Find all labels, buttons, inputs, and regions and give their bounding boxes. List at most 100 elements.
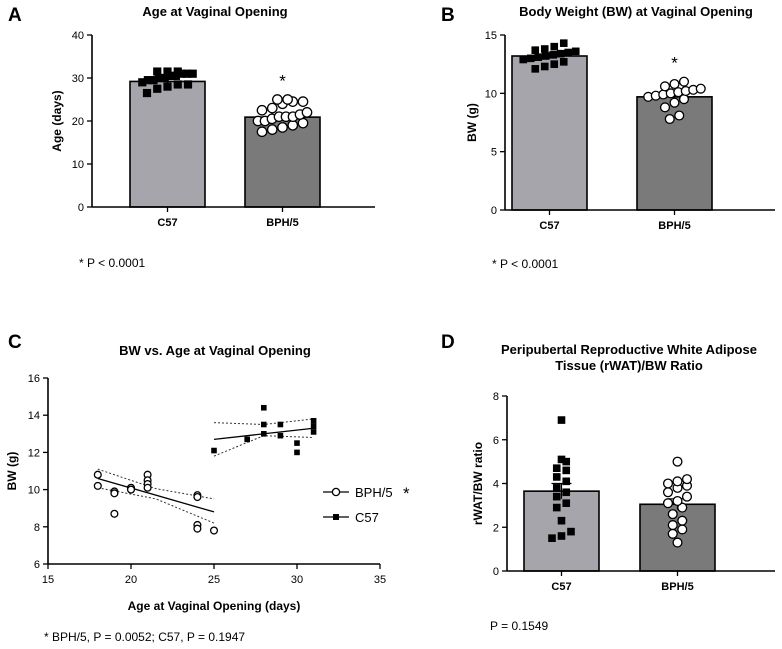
bar-c57 — [129, 80, 206, 208]
data-point-square — [552, 464, 561, 472]
data-point-circle — [297, 96, 309, 108]
significance-asterisk: * — [671, 54, 678, 73]
significance-asterisk: * — [279, 72, 286, 91]
x-tick-label: BPH/5 — [266, 217, 298, 229]
data-point-square — [261, 421, 267, 428]
data-point-square — [183, 80, 193, 89]
data-point-circle — [662, 487, 674, 498]
y-axis-label: BW (g) — [465, 103, 479, 142]
data-point-circle — [677, 515, 688, 526]
x-tick-label: BPH/5 — [658, 220, 690, 232]
data-point-circle — [659, 102, 671, 113]
y-tick-label: 40 — [72, 30, 84, 42]
data-point-circle — [695, 83, 706, 94]
data-point-square — [519, 55, 528, 64]
data-point-circle — [667, 520, 678, 531]
data-point-circle — [667, 528, 678, 539]
data-point-square — [163, 82, 172, 91]
data-point-square — [550, 60, 559, 68]
data-point-square — [531, 65, 540, 73]
data-point-square — [310, 423, 317, 430]
data-point-circle — [256, 104, 268, 116]
data-point-square — [562, 466, 571, 475]
panel-label-b: B — [441, 5, 455, 26]
regression-line — [97, 477, 215, 513]
data-point-square — [310, 417, 317, 424]
x-tick-label: C57 — [551, 581, 571, 593]
legend-label: BPH/5 — [355, 485, 393, 500]
data-point-circle — [664, 113, 675, 125]
data-point-square — [552, 503, 561, 512]
data-point-circle — [209, 526, 219, 535]
data-point-square — [171, 71, 180, 80]
p-value-note: P = 0.1549 — [490, 619, 548, 633]
data-point-square — [294, 440, 300, 446]
y-tick-label: 10 — [28, 485, 40, 497]
legend-label: C57 — [355, 510, 379, 525]
data-point-circle — [126, 485, 136, 494]
data-point-square — [277, 432, 284, 439]
y-axis-label: BW (g) — [5, 452, 19, 491]
y-tick-label: 0 — [491, 205, 497, 217]
data-point-circle — [678, 76, 690, 87]
panel-label-d: D — [441, 332, 455, 353]
data-point-circle — [677, 502, 688, 513]
data-point-square — [557, 532, 566, 540]
panel-label-a: A — [8, 5, 22, 26]
data-point-square — [244, 436, 250, 443]
data-point-circle — [662, 498, 674, 509]
data-point-circle — [143, 483, 152, 492]
legend-marker — [333, 514, 339, 520]
x-tick-label: C57 — [539, 220, 559, 232]
data-point-square — [559, 58, 568, 66]
data-point-square — [153, 67, 162, 76]
data-point-square — [552, 492, 561, 501]
data-point-square — [142, 88, 152, 98]
data-point-square — [559, 39, 568, 47]
data-point-square — [549, 51, 558, 59]
y-tick-label: 2 — [493, 522, 499, 534]
data-point-square — [557, 516, 566, 525]
x-tick-label: 15 — [42, 574, 54, 586]
chart-title: Age at Vaginal Opening — [142, 4, 287, 19]
p-value-note: * P < 0.0001 — [79, 256, 145, 270]
data-point-square — [534, 53, 543, 61]
data-point-square — [540, 45, 549, 53]
y-axis-label: rWAT/BW ratio — [471, 442, 485, 525]
data-point-square — [173, 80, 182, 89]
chart-title: Tissue (rWAT)/BW Ratio — [555, 358, 703, 373]
data-point-square — [155, 73, 164, 83]
panel-b: B Body Weight (BW) at Vaginal Opening BW (… — [441, 4, 775, 271]
data-point-circle — [272, 94, 283, 105]
legend: BPH/5 * C57 — [323, 484, 410, 525]
data-point-square — [277, 421, 284, 428]
data-point-square — [556, 49, 565, 58]
data-point-circle — [256, 126, 268, 138]
data-point-circle — [662, 478, 674, 489]
data-point-square — [153, 84, 162, 93]
panel-c: C BW vs. Age at Vaginal Opening BW (g) Age … — [5, 332, 410, 644]
data-point-square — [571, 47, 580, 56]
data-point-square — [261, 431, 267, 437]
data-point-circle — [110, 509, 119, 518]
x-tick-label: BPH/5 — [661, 581, 693, 593]
bar-c57 — [523, 490, 600, 572]
y-tick-label: 8 — [34, 522, 40, 534]
panel-a: A Age at Vaginal Opening Age (days) 0 10 20 30… — [8, 4, 375, 270]
data-point-square — [540, 62, 549, 71]
data-point-circle — [681, 491, 693, 502]
data-point-square — [541, 52, 550, 60]
data-point-square — [548, 534, 556, 542]
data-point-square — [143, 76, 152, 85]
data-point-circle — [669, 78, 680, 90]
y-tick-label: 6 — [493, 435, 499, 447]
data-point-square — [166, 71, 175, 80]
data-point-circle — [301, 107, 313, 118]
data-point-square — [562, 457, 571, 466]
data-point-circle — [672, 537, 683, 548]
chart-title: Body Weight (BW) at Vaginal Opening — [519, 4, 753, 19]
data-point-square — [552, 473, 561, 481]
data-point-circle — [93, 470, 102, 479]
data-point-square — [183, 69, 192, 78]
data-point-square — [552, 484, 561, 492]
